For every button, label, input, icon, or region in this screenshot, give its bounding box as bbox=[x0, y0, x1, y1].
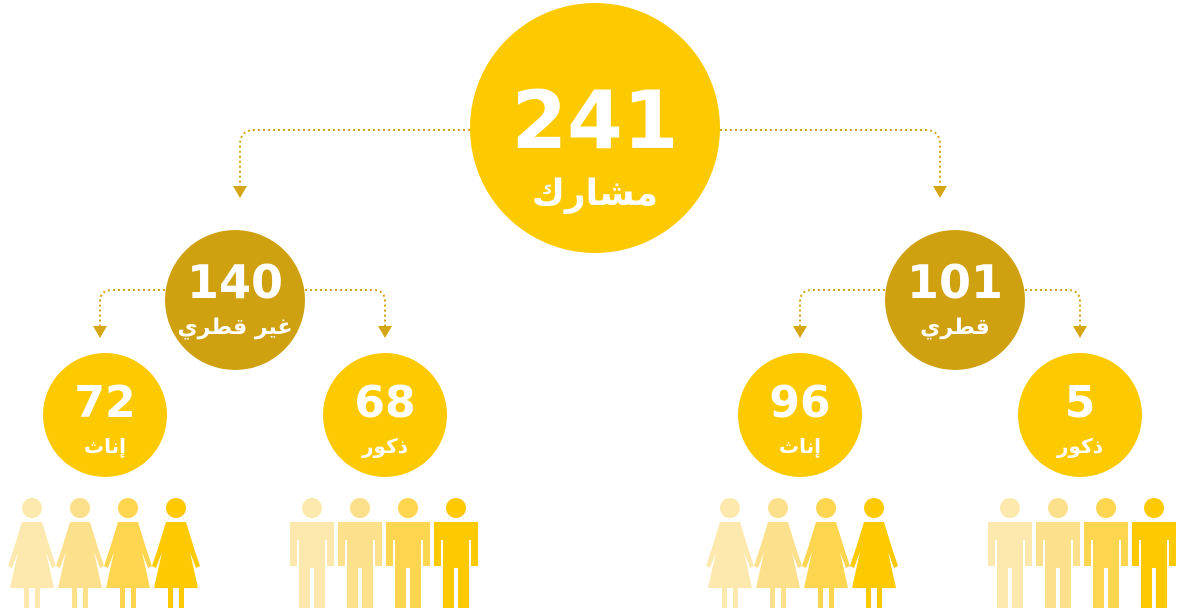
root-value: 241 bbox=[512, 74, 679, 167]
woman-head bbox=[70, 498, 90, 518]
woman-body bbox=[706, 522, 754, 608]
arrow bbox=[1025, 289, 1081, 328]
woman-head bbox=[816, 498, 836, 518]
nodes: 140 غير قطري 72 إناث 68 ذكور 101 قطري 96 إناث 5 ذكو… bbox=[43, 230, 1142, 477]
leaf-value: 96 bbox=[769, 377, 830, 428]
leaf-circle bbox=[43, 353, 167, 477]
leaf-circle bbox=[1018, 353, 1142, 477]
woman-head bbox=[720, 498, 740, 518]
man-head bbox=[1000, 498, 1020, 518]
woman-body bbox=[104, 522, 152, 608]
man-body bbox=[386, 522, 430, 608]
leaf-value: 68 bbox=[354, 377, 415, 428]
woman-head bbox=[166, 498, 186, 518]
root-label: مشارك bbox=[532, 173, 658, 214]
arrow bbox=[99, 289, 165, 328]
leaf-value: 72 bbox=[74, 377, 135, 428]
man-head bbox=[1144, 498, 1164, 518]
people-icons bbox=[8, 498, 1176, 608]
leaf-label: ذكور bbox=[1056, 434, 1103, 458]
leaf-value: 5 bbox=[1065, 377, 1096, 428]
woman-head bbox=[768, 498, 788, 518]
man-body bbox=[338, 522, 382, 608]
man-head bbox=[1096, 498, 1116, 518]
group-value: 101 bbox=[907, 255, 1003, 309]
man-head bbox=[350, 498, 370, 518]
woman-body bbox=[56, 522, 104, 608]
arrow bbox=[239, 129, 470, 188]
woman-body bbox=[850, 522, 898, 608]
leaf-label: إناث bbox=[779, 434, 821, 458]
man-head bbox=[446, 498, 466, 518]
woman-head bbox=[864, 498, 884, 518]
group-circle bbox=[165, 230, 305, 370]
leaf-label: ذكور bbox=[361, 434, 408, 458]
woman-head bbox=[118, 498, 138, 518]
man-body bbox=[1084, 522, 1128, 608]
man-body bbox=[1132, 522, 1176, 608]
man-body bbox=[1036, 522, 1080, 608]
leaf-label: إناث bbox=[84, 434, 126, 458]
woman-head bbox=[22, 498, 42, 518]
woman-body bbox=[8, 522, 56, 608]
connectors bbox=[93, 129, 1087, 338]
arrow bbox=[720, 129, 941, 188]
man-body bbox=[290, 522, 334, 608]
man-head bbox=[302, 498, 322, 518]
group-circle bbox=[885, 230, 1025, 370]
group-value: 140 bbox=[187, 255, 283, 309]
leaf-circle bbox=[738, 353, 862, 477]
woman-body bbox=[802, 522, 850, 608]
arrow bbox=[305, 289, 386, 328]
group-label: غير قطري bbox=[177, 315, 292, 340]
leaf-circle bbox=[323, 353, 447, 477]
man-head bbox=[1048, 498, 1068, 518]
man-body bbox=[434, 522, 478, 608]
man-head bbox=[398, 498, 418, 518]
arrow bbox=[799, 289, 885, 328]
group-label: قطري bbox=[920, 315, 990, 340]
woman-body bbox=[152, 522, 200, 608]
man-body bbox=[988, 522, 1032, 608]
root-circle bbox=[470, 3, 720, 253]
woman-body bbox=[754, 522, 802, 608]
